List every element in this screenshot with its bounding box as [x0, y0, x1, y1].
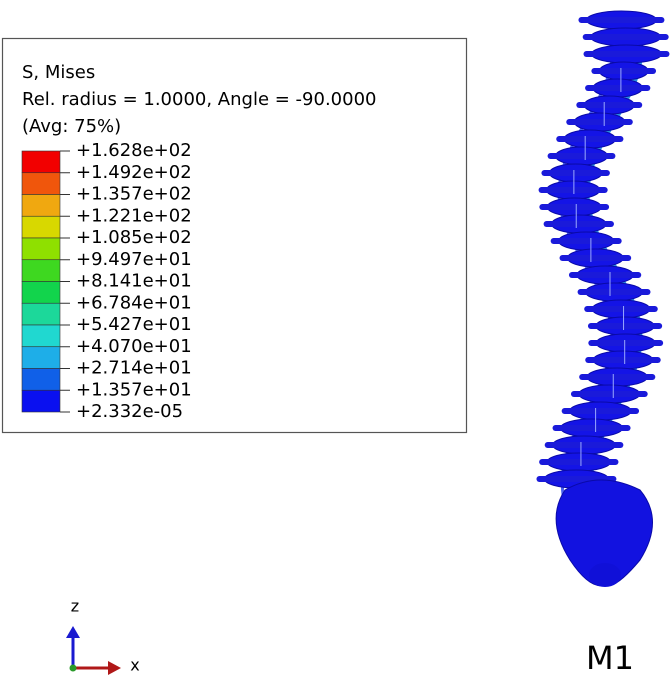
x-arrowhead — [108, 661, 121, 675]
coccyx — [589, 563, 621, 587]
process — [578, 17, 665, 23]
color-cell — [21, 237, 61, 261]
process — [585, 85, 651, 91]
process — [538, 187, 608, 193]
z-arrowhead — [66, 626, 80, 638]
process — [568, 272, 642, 278]
legend-label: +1.357e+01 — [76, 379, 192, 400]
process — [552, 425, 631, 431]
legend-label: +5.427e+01 — [76, 314, 192, 335]
legend-title: S, Mises — [22, 62, 95, 83]
legend-label: +6.784e+01 — [76, 292, 192, 313]
process — [579, 374, 656, 380]
color-cell — [21, 150, 61, 174]
color-cell — [21, 302, 61, 326]
color-cell — [21, 215, 61, 239]
process — [559, 255, 632, 261]
process — [539, 204, 610, 210]
origin — [69, 664, 77, 672]
color-cell — [21, 368, 61, 391]
process — [576, 102, 643, 108]
color-cell — [21, 389, 61, 413]
legend-label: +1.085e+02 — [76, 227, 192, 248]
process — [588, 340, 664, 346]
process — [587, 323, 663, 329]
process — [570, 391, 648, 397]
process — [556, 136, 624, 142]
legend-label: +2.714e+01 — [76, 358, 192, 379]
process — [566, 119, 633, 125]
sacrum — [555, 479, 653, 587]
color-cell — [21, 172, 61, 195]
process — [582, 34, 669, 40]
model-label: M1 — [586, 639, 634, 677]
legend-average: (Avg: 75%) — [22, 116, 121, 137]
process — [583, 51, 670, 57]
legend-subtitle: Rel. radius = 1.0000, Angle = -90.0000 — [22, 89, 377, 110]
process — [541, 170, 610, 176]
legend-label: +2.332e-05 — [76, 401, 183, 422]
process — [584, 306, 658, 312]
color-cell — [21, 194, 61, 217]
legend-label: +1.357e+02 — [76, 184, 192, 205]
process — [539, 459, 619, 465]
process — [544, 442, 624, 448]
process — [561, 408, 640, 414]
process — [591, 68, 657, 74]
legend-label: +8.141e+01 — [76, 271, 192, 292]
process — [585, 357, 661, 363]
color-cell — [21, 281, 61, 304]
legend-label: +1.628e+02 — [76, 140, 192, 161]
color-cell — [21, 259, 61, 282]
legend-box — [1, 37, 468, 434]
legend-label: +1.492e+02 — [76, 162, 192, 183]
process — [577, 289, 651, 295]
x-label: x — [130, 656, 139, 675]
legend-label: +9.497e+01 — [76, 249, 192, 270]
spine-model — [536, 10, 670, 587]
process — [550, 238, 622, 244]
legend-label: +4.070e+01 — [76, 336, 192, 357]
legend-label: +1.221e+02 — [76, 205, 192, 226]
color-cell — [21, 324, 61, 348]
color-cell — [21, 346, 61, 369]
process — [547, 153, 616, 159]
process — [543, 221, 614, 227]
z-label: z — [71, 597, 79, 616]
